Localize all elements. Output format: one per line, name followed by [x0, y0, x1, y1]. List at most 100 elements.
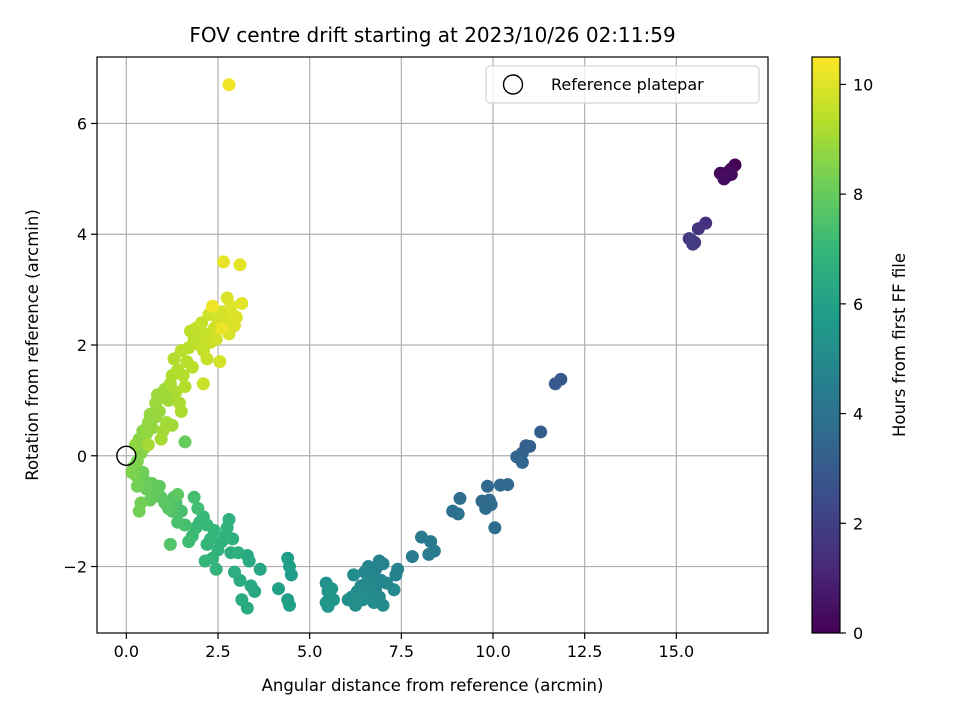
scatter-point [484, 498, 498, 512]
scatter-point [222, 512, 236, 526]
x-axis-ticks: 0.0 2.5 5.0 7.5 10.0 12.5 15.0 [114, 633, 695, 661]
scatter-point [209, 332, 223, 346]
scatter-point [415, 530, 428, 544]
reference-marker-layer [116, 445, 137, 466]
scatter-point [283, 560, 296, 574]
y-tick-label: 2 [77, 336, 87, 355]
grid [97, 57, 768, 633]
scatter-point [684, 233, 698, 247]
scatter-point [174, 404, 188, 418]
scatter-point [132, 504, 146, 518]
y-tick-label: 6 [77, 114, 87, 133]
x-axis-label: Angular distance from reference (arcmin) [262, 676, 604, 695]
scatter-point [235, 593, 249, 607]
scatter-point [200, 537, 214, 551]
colorbar-tick-label: 6 [853, 295, 863, 314]
colorbar-tick-label: 10 [853, 75, 873, 94]
scatter-point [167, 352, 181, 366]
x-tick-label: 2.5 [205, 642, 230, 661]
x-tick-label: 15.0 [659, 642, 695, 661]
scatter-point [228, 565, 241, 579]
reference-platepar-marker [116, 445, 137, 466]
x-tick-label: 5.0 [297, 642, 322, 661]
scatter-point [231, 546, 245, 560]
y-tick-label: −2 [63, 558, 87, 577]
scatter-point [481, 479, 494, 493]
y-tick-label: 0 [77, 447, 87, 466]
scatter-point [283, 598, 296, 612]
scatter-point [129, 438, 142, 452]
scatter-points [125, 78, 742, 615]
scatter-point [244, 579, 258, 593]
scatter-point [200, 352, 214, 366]
scatter-point [141, 438, 155, 452]
legend-box [485, 65, 760, 104]
scatter-point [198, 554, 212, 568]
legend-label-reference: Reference platepar [551, 75, 704, 94]
scatter-point [163, 537, 177, 551]
scatter-point [206, 299, 219, 313]
scatter-point [215, 321, 229, 335]
legend-marker-reference [502, 74, 524, 95]
scatter-point [235, 296, 249, 310]
scatter-point [213, 355, 227, 369]
legend: Reference platepar [485, 65, 760, 104]
scatter-point [209, 562, 223, 576]
scatter-point [171, 515, 185, 529]
colorbar: 0 2 4 6 8 10 Hours from first FF file [811, 56, 909, 643]
scatter-point [162, 393, 175, 407]
scatter-point [534, 425, 548, 439]
colorbar-tick-label: 4 [853, 405, 863, 424]
scatter-point [347, 568, 361, 582]
scatter-point [182, 535, 196, 549]
scatter-point [217, 255, 230, 269]
scatter-point [195, 316, 208, 330]
scatter-point [272, 582, 285, 596]
scatter-point [453, 491, 467, 505]
scatter-point [185, 360, 199, 374]
scatter-point [691, 222, 705, 236]
scatter-point [341, 593, 355, 607]
scatter-point [356, 593, 370, 607]
scatter-point [196, 377, 210, 391]
y-tick-label: 4 [77, 225, 87, 244]
y-axis-label: Rotation from reference (arcmin) [23, 209, 42, 481]
scatter-point [717, 172, 731, 186]
scatter-point [242, 554, 256, 568]
scatter-point [125, 465, 139, 479]
colorbar-label: Hours from first FF file [890, 253, 909, 437]
scatter-point [130, 479, 144, 493]
scatter-point [405, 550, 419, 564]
scatter-point [233, 258, 247, 272]
scatter-point [178, 435, 192, 449]
scatter-point [515, 455, 529, 469]
scatter-point [451, 507, 465, 521]
x-tick-label: 12.5 [567, 642, 603, 661]
scatter-point [422, 547, 436, 561]
colorbar-ticks: 0 2 4 6 8 10 [840, 75, 873, 643]
y-axis-ticks: −2 0 2 4 6 [63, 114, 97, 577]
scatter-point [325, 582, 339, 596]
scatter-point [389, 568, 403, 582]
colorbar-tick-label: 2 [853, 514, 863, 533]
scatter-point [493, 478, 507, 492]
scatter-point [387, 583, 401, 597]
scatter-point [229, 310, 243, 324]
scatter-point [488, 521, 502, 535]
scatter-point [548, 377, 562, 391]
scatter-point [187, 490, 201, 504]
colorbar-tick-label: 8 [853, 185, 863, 204]
scatter-point [171, 488, 185, 502]
scatter-point [178, 380, 192, 394]
scatter-point [176, 368, 190, 382]
chart-title: FOV centre drift starting at 2023/10/26 … [189, 23, 675, 47]
scatter-point [253, 562, 267, 576]
colorbar-gradient [811, 56, 841, 634]
scatter-point [222, 78, 236, 92]
colorbar-tick-label: 0 [853, 624, 863, 643]
x-tick-label: 10.0 [475, 642, 511, 661]
scatter-point [191, 501, 205, 515]
scatter-point [327, 593, 340, 607]
scatter-point [145, 421, 159, 435]
